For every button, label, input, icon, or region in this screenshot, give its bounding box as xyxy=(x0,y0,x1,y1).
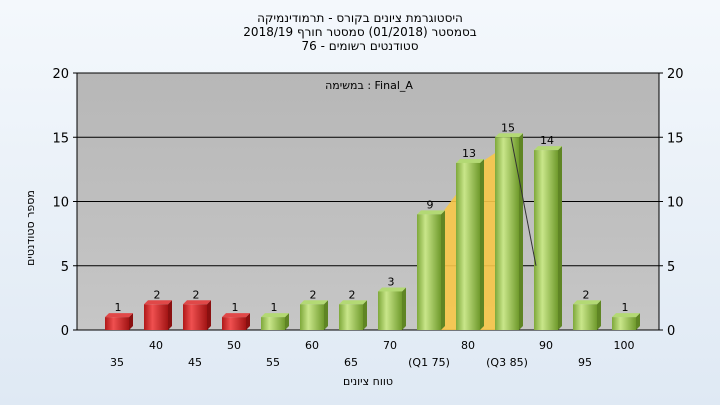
bar-top xyxy=(534,146,562,151)
bar xyxy=(417,214,441,330)
bar xyxy=(456,162,480,330)
bar-top xyxy=(378,287,406,292)
y-tick-label-right: 15 xyxy=(667,131,684,146)
bar-side xyxy=(519,133,523,330)
bar-side xyxy=(324,300,328,330)
y-tick-label-left: 0 xyxy=(61,324,69,339)
x-tick-label: 70 xyxy=(383,339,397,352)
bar-value-label: 14 xyxy=(540,134,554,147)
bar-top xyxy=(261,313,289,318)
bar-top xyxy=(105,313,133,318)
chart-title-line-2: בסמסטר (01/2018) סמסטר חורף 2018/19 xyxy=(243,25,477,39)
y-tick-label-right: 20 xyxy=(667,67,684,82)
x-tick-label: (Q3 85) xyxy=(486,356,528,369)
bar xyxy=(222,317,246,330)
bar-value-label: 15 xyxy=(501,121,515,134)
y-tick-label-left: 15 xyxy=(52,131,69,146)
bar-value-label: 3 xyxy=(388,275,395,288)
x-tick-label: 40 xyxy=(149,339,163,352)
bar-side xyxy=(129,313,133,330)
bar-value-label: 2 xyxy=(583,288,590,301)
x-tick-label: 55 xyxy=(266,356,280,369)
x-tick-label: 60 xyxy=(305,339,319,352)
bar xyxy=(261,317,285,330)
x-tick-label: 50 xyxy=(227,339,241,352)
bar xyxy=(495,137,519,330)
chart-annotation: במשימה : Final_A xyxy=(325,79,413,92)
bar-side xyxy=(597,300,601,330)
bar-top xyxy=(456,158,484,163)
y-tick-label-left: 10 xyxy=(52,196,69,211)
bar-layer xyxy=(105,133,640,330)
y-tick-label-left: 20 xyxy=(52,67,69,82)
bar-value-label: 2 xyxy=(310,288,317,301)
y-tick-label-right: 0 xyxy=(667,324,675,339)
bar-value-label: 2 xyxy=(349,288,356,301)
bar-side xyxy=(441,210,445,330)
bar-value-label: 13 xyxy=(462,147,476,160)
x-tick-label: 65 xyxy=(344,356,358,369)
bar-top xyxy=(144,300,172,305)
x-tick-label: 95 xyxy=(578,356,592,369)
bar-top xyxy=(417,210,445,215)
bar xyxy=(105,317,129,330)
bar-value-label: 1 xyxy=(622,301,629,314)
bar xyxy=(339,304,363,330)
bar-top xyxy=(612,313,640,318)
x-tick-label: 90 xyxy=(539,339,553,352)
x-tick-label: 45 xyxy=(188,356,202,369)
bar xyxy=(300,304,324,330)
bar-value-label: 1 xyxy=(271,301,278,314)
y-axis-title: מספר סטודנטים xyxy=(24,190,37,266)
x-tick-label: (Q1 75) xyxy=(408,356,450,369)
bar-top xyxy=(495,133,523,138)
bar-top xyxy=(339,300,367,305)
bar-value-label: 2 xyxy=(193,288,200,301)
chart-title-line-3: סטודנטים רשומים - 76 xyxy=(301,39,419,53)
bar xyxy=(534,150,558,330)
bar-side xyxy=(207,300,211,330)
bar xyxy=(378,291,402,330)
bar xyxy=(144,304,168,330)
bar-top xyxy=(300,300,328,305)
chart-title-line-1: היסטוגרמת ציונים בקורס - תרמודינמיקה xyxy=(257,11,463,25)
y-tick-label-left: 5 xyxy=(61,260,69,275)
bar-top xyxy=(222,313,250,318)
bar-side xyxy=(480,158,484,330)
bar-top xyxy=(183,300,211,305)
bar-side xyxy=(558,146,562,330)
y-tick-label-right: 5 xyxy=(667,260,675,275)
bar xyxy=(612,317,636,330)
bar-side xyxy=(285,313,289,330)
x-tick-label: 80 xyxy=(461,339,475,352)
bar xyxy=(183,304,207,330)
bar-side xyxy=(402,287,406,330)
median-connector xyxy=(510,137,537,266)
bar-side xyxy=(246,313,250,330)
bar-top xyxy=(573,300,601,305)
bar-value-label: 9 xyxy=(427,198,434,211)
bar-value-label: 1 xyxy=(232,301,239,314)
x-tick-label: 100 xyxy=(614,339,635,352)
bar-value-label: 1 xyxy=(115,301,122,314)
y-tick-label-right: 10 xyxy=(667,196,684,211)
bar-side xyxy=(636,313,640,330)
x-axis-title: טווח ציונים xyxy=(343,375,393,388)
bar-side xyxy=(363,300,367,330)
bar xyxy=(573,304,597,330)
bar-side xyxy=(168,300,172,330)
label-layer: 1 2 2 1 1 2 2 3 9 13 15 14 2 1 xyxy=(115,121,629,314)
x-tick-label: 35 xyxy=(110,356,124,369)
bar-value-label: 2 xyxy=(154,288,161,301)
